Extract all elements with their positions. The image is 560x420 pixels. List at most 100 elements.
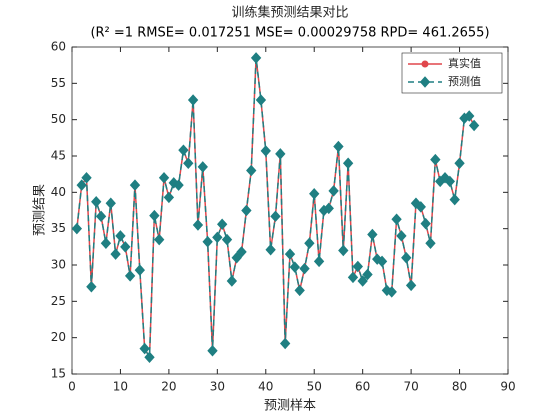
diamond-marker bbox=[464, 110, 475, 122]
diamond-marker bbox=[449, 193, 460, 206]
diamond-marker bbox=[376, 255, 388, 268]
diamond-marker bbox=[270, 210, 281, 223]
diamond-marker bbox=[468, 119, 480, 132]
diamond-marker bbox=[294, 284, 305, 297]
x-tick-label: 60 bbox=[355, 380, 370, 394]
diamond-marker bbox=[86, 281, 97, 293]
diamond-marker bbox=[352, 260, 363, 273]
diamond-marker bbox=[231, 251, 242, 264]
diamond-marker bbox=[221, 233, 233, 246]
diamond-marker bbox=[401, 251, 412, 264]
circle-marker bbox=[421, 60, 429, 68]
legend-label: 真实值 bbox=[448, 56, 481, 70]
diamond-marker bbox=[158, 172, 170, 184]
diamond-marker bbox=[333, 140, 344, 153]
diamond-marker bbox=[173, 179, 184, 191]
y-tick-label: 25 bbox=[51, 294, 66, 308]
diamond-marker bbox=[192, 219, 204, 231]
diamond-marker bbox=[289, 261, 301, 273]
diamond-marker bbox=[183, 157, 194, 170]
y-tick-label: 15 bbox=[51, 367, 66, 381]
diamond-marker bbox=[284, 248, 296, 260]
diamond-marker bbox=[357, 275, 368, 287]
x-tick-label: 80 bbox=[452, 380, 467, 394]
diamond-marker bbox=[372, 253, 383, 265]
diamond-marker bbox=[391, 213, 402, 225]
diamond-marker bbox=[255, 94, 267, 106]
x-tick-label: 0 bbox=[68, 380, 76, 394]
diamond-marker bbox=[110, 248, 121, 260]
diamond-marker bbox=[419, 76, 431, 88]
x-tick-label: 70 bbox=[403, 380, 418, 394]
diamond-marker bbox=[134, 264, 145, 276]
diamond-marker bbox=[236, 246, 247, 258]
diamond-marker bbox=[144, 351, 155, 364]
diamond-marker bbox=[178, 144, 189, 156]
diamond-marker bbox=[163, 191, 175, 204]
chart-subtitle: (R² =1 RMSE= 0.017251 MSE= 0.00029758 RP… bbox=[90, 26, 489, 41]
diamond-marker bbox=[309, 188, 320, 200]
diamond-marker bbox=[129, 179, 141, 191]
diamond-marker bbox=[299, 262, 310, 275]
diamond-marker bbox=[120, 241, 131, 253]
diamond-marker bbox=[226, 275, 238, 287]
y-tick-label: 35 bbox=[51, 221, 66, 235]
diamond-marker bbox=[250, 52, 262, 64]
diamond-marker bbox=[197, 161, 208, 173]
diamond-marker bbox=[202, 235, 213, 248]
y-tick-label: 55 bbox=[51, 76, 66, 90]
diamond-marker bbox=[405, 279, 417, 292]
diamond-marker bbox=[95, 210, 107, 223]
y-tick-label: 20 bbox=[51, 330, 66, 344]
diamond-marker bbox=[105, 197, 116, 209]
diamond-marker bbox=[420, 217, 431, 230]
y-tick-label: 45 bbox=[51, 149, 66, 163]
diamond-marker bbox=[124, 270, 136, 282]
x-tick-label: 50 bbox=[307, 380, 322, 394]
x-axis-label: 预测样本 bbox=[264, 399, 316, 414]
chart-title: 训练集预测结果对比 bbox=[231, 5, 348, 21]
diamond-marker bbox=[91, 196, 102, 208]
diamond-marker bbox=[313, 255, 325, 268]
diamond-marker bbox=[444, 175, 456, 188]
diamond-marker bbox=[347, 271, 359, 284]
y-tick-label: 60 bbox=[51, 40, 66, 54]
diamond-marker bbox=[212, 231, 223, 244]
diamond-marker bbox=[139, 342, 150, 355]
diamond-marker bbox=[154, 233, 165, 246]
diamond-marker bbox=[386, 286, 397, 298]
diamond-marker bbox=[275, 148, 286, 160]
diamond-marker bbox=[76, 179, 87, 191]
plot-area bbox=[71, 46, 509, 375]
diamond-marker bbox=[81, 172, 92, 184]
diamond-marker bbox=[304, 237, 315, 249]
diamond-marker bbox=[279, 337, 291, 350]
x-tick-label: 20 bbox=[161, 380, 176, 394]
diamond-marker bbox=[115, 230, 126, 242]
diamond-marker bbox=[328, 185, 339, 197]
diamond-marker bbox=[260, 145, 271, 157]
diamond-marker bbox=[338, 244, 349, 257]
y-tick-label: 30 bbox=[51, 258, 66, 272]
diamond-marker bbox=[362, 268, 373, 281]
diamond-marker bbox=[396, 230, 407, 242]
y-axis-label: 预测结果 bbox=[33, 184, 48, 236]
diamond-marker bbox=[187, 94, 199, 106]
diamond-marker bbox=[454, 157, 465, 170]
x-tick-label: 40 bbox=[258, 380, 273, 394]
diamond-marker bbox=[410, 197, 422, 209]
diamond-marker bbox=[430, 153, 441, 166]
diamond-marker bbox=[149, 209, 160, 222]
y-tick-label: 50 bbox=[51, 112, 66, 126]
diamond-marker bbox=[246, 164, 257, 177]
diamond-marker bbox=[100, 237, 112, 249]
diamond-marker bbox=[241, 204, 252, 217]
diamond-marker bbox=[265, 243, 276, 256]
diamond-marker bbox=[323, 202, 334, 215]
x-tick-label: 90 bbox=[500, 380, 515, 394]
legend-box bbox=[401, 52, 503, 94]
diamond-marker bbox=[415, 201, 426, 213]
diamond-marker bbox=[367, 228, 378, 241]
x-tick-label: 10 bbox=[113, 380, 128, 394]
